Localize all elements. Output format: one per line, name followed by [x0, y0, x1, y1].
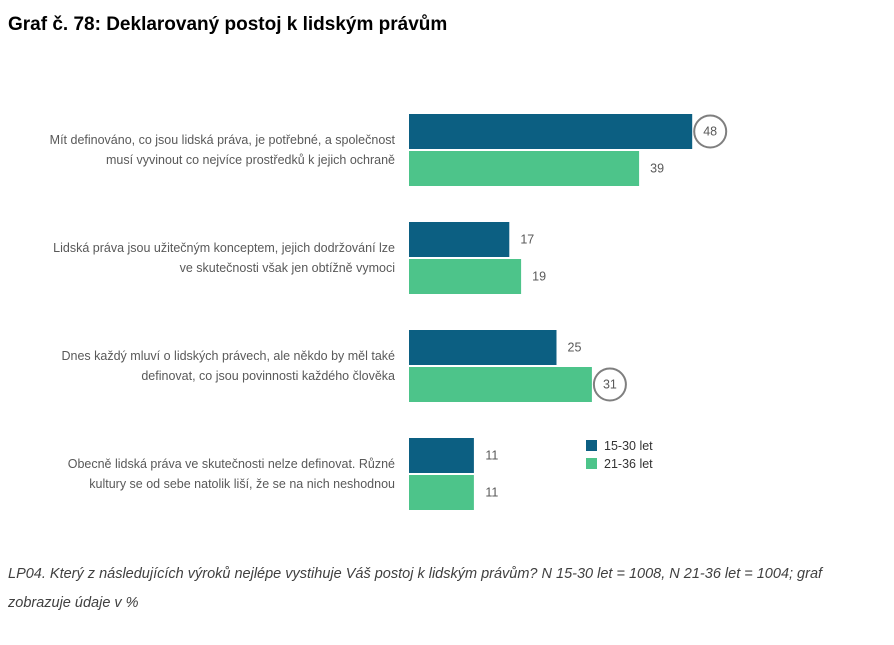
highlight-circle: [693, 114, 728, 149]
bar-chart: Mít definováno, co jsou lidská práva, je…: [50, 114, 728, 510]
category-label: ve skutečnosti však jen obtížně vymoci: [180, 261, 395, 275]
data-label: 11: [485, 449, 498, 463]
highlight-circle: [592, 367, 627, 402]
chart-footnote: LP04. Který z následujících výroků nejlé…: [8, 566, 823, 611]
bar-15-30-let: [409, 438, 474, 473]
category-label: kultury se od sebe natolik liší, že se n…: [89, 477, 395, 491]
data-label: 25: [568, 341, 582, 355]
category-label: musí vyvinout co nejvíce prostředků k je…: [106, 153, 395, 167]
data-label: 39: [650, 162, 664, 176]
legend-swatch: [586, 458, 597, 469]
legend-swatch: [586, 440, 597, 451]
bar-21-36-let: [409, 259, 522, 294]
category-label: Lidská práva jsou užitečným konceptem, j…: [53, 241, 395, 255]
data-label: 48: [703, 125, 717, 139]
bar-21-36-let: [409, 475, 474, 510]
category-label: Mít definováno, co jsou lidská práva, je…: [50, 133, 396, 147]
legend-label: 15-30 let: [604, 439, 653, 453]
data-label: 31: [603, 378, 617, 392]
bar-15-30-let: [409, 222, 510, 257]
data-label: 11: [485, 486, 498, 500]
legend-label: 21-36 let: [604, 457, 653, 471]
category-label: definovat, co jsou povinnosti každého čl…: [141, 369, 395, 383]
data-label: 17: [520, 233, 534, 247]
bar-15-30-let: [409, 114, 693, 149]
bar-21-36-let: [409, 367, 592, 402]
data-label: 19: [532, 270, 546, 284]
chart-title: Graf č. 78: Deklarovaný postoj k lidským…: [8, 14, 448, 35]
category-label: Dnes každý mluví o lidských právech, ale…: [62, 349, 396, 363]
bar-15-30-let: [409, 330, 557, 365]
bar-21-36-let: [409, 151, 640, 186]
category-label: Obecně lidská práva ve skutečnosti nelze…: [68, 457, 395, 471]
